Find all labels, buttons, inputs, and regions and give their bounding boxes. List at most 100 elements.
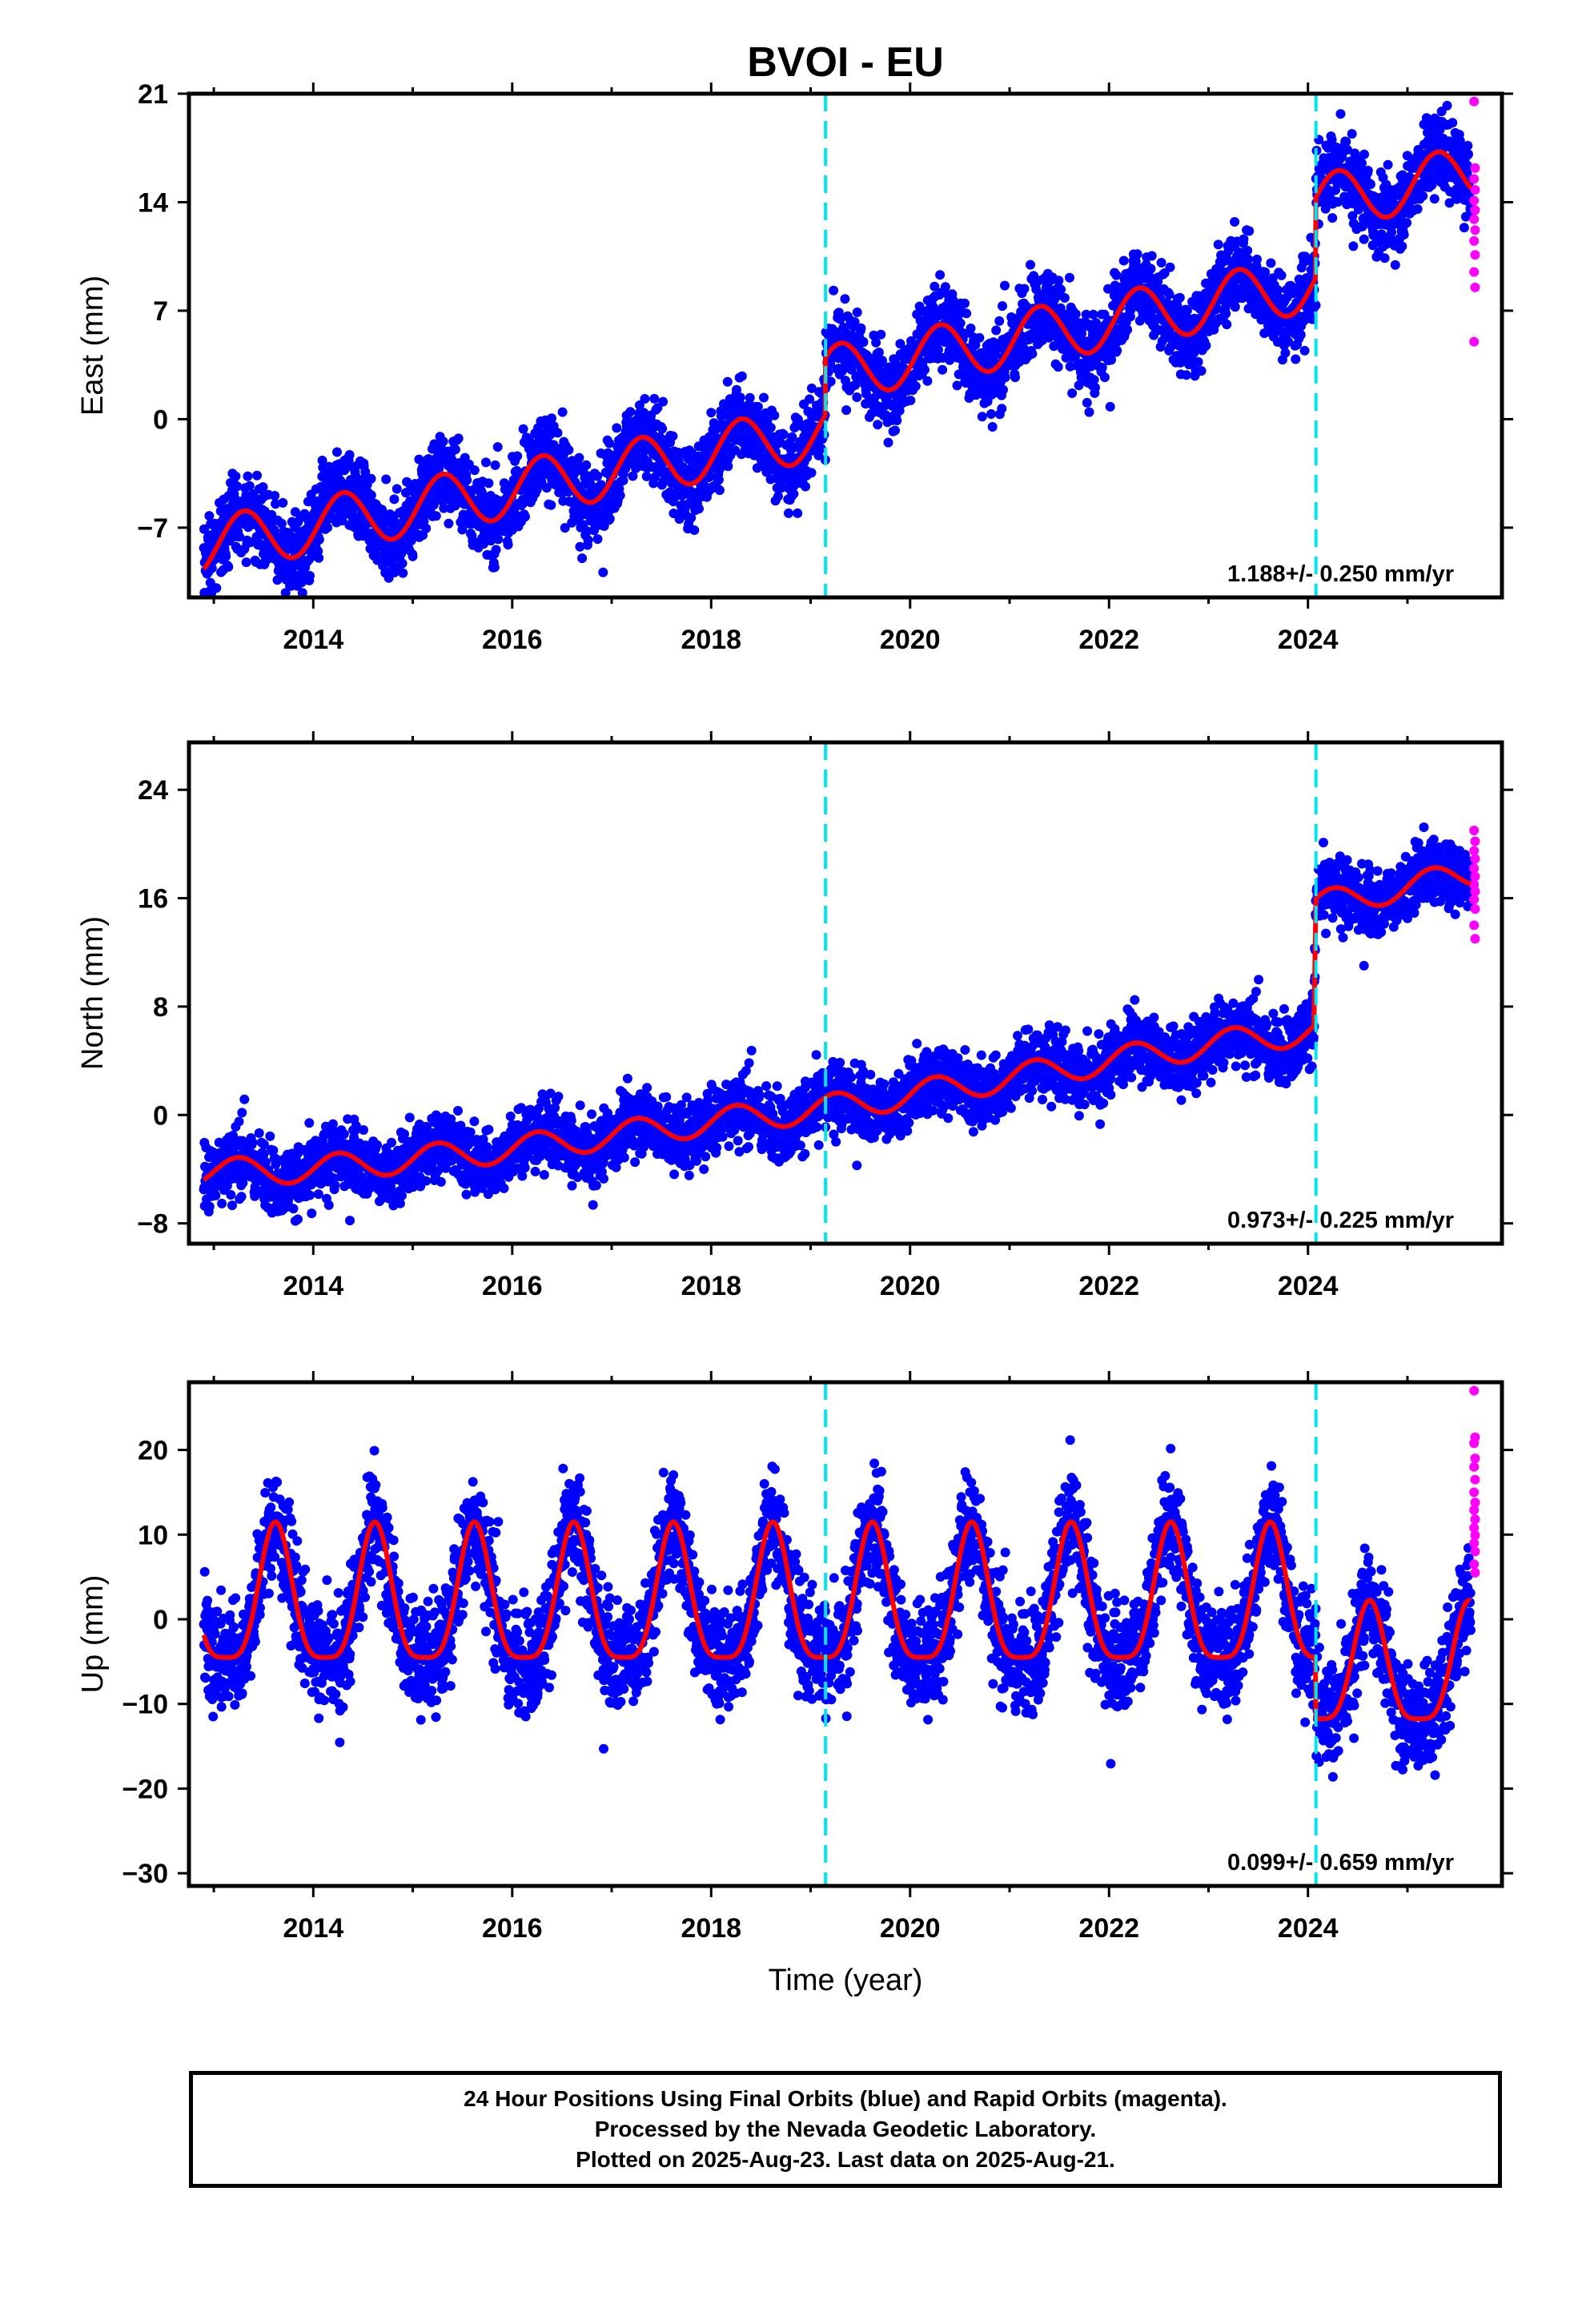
east-data-point [1067, 388, 1078, 398]
east-data-point [245, 537, 255, 548]
east-data-point [745, 392, 755, 403]
east-data-point [323, 522, 333, 533]
east-data-point [481, 457, 491, 468]
east-data-point [1174, 292, 1185, 303]
east-data-point [1243, 254, 1254, 264]
east-data-point [856, 323, 866, 333]
north-data-point [254, 1128, 264, 1138]
east-data-point [960, 298, 970, 308]
north-final-orbit-points [199, 822, 1476, 1226]
east-rapid-orbit-points [1469, 96, 1480, 347]
east-data-point [920, 364, 930, 375]
east-data-point [574, 452, 584, 463]
east-data-point [793, 508, 803, 518]
east-y-tick-label: 7 [153, 296, 168, 327]
east-data-point [1429, 194, 1439, 204]
north-data-point [359, 1125, 368, 1135]
east-data-point [890, 425, 900, 436]
east-data-point [801, 481, 810, 492]
east-data-point [1359, 234, 1369, 244]
north-data-point [227, 1200, 237, 1211]
east-data-point [1088, 309, 1098, 320]
east-data-point [716, 411, 726, 421]
east-data-point [722, 376, 733, 387]
east-data-point [235, 532, 245, 542]
east-data-point [1164, 289, 1174, 300]
north-data-point [204, 1201, 215, 1212]
east-data-point [737, 371, 747, 381]
east-data-point [773, 491, 783, 501]
east-data-point [491, 545, 501, 555]
east-data-point [1105, 401, 1115, 412]
east-data-point [1090, 383, 1100, 392]
east-data-point [305, 571, 315, 581]
east-data-point [1397, 241, 1407, 251]
east-data-point [1165, 262, 1175, 272]
east-rapid-point [1469, 214, 1480, 224]
east-x-tick-label: 2024 [1278, 625, 1339, 655]
east-data-point [299, 509, 310, 519]
east-data-point [1122, 324, 1133, 335]
east-data-point [207, 563, 217, 573]
east-data-point [199, 524, 209, 534]
east-data-point [938, 364, 948, 375]
east-data-point [987, 422, 998, 432]
east-data-point [1027, 348, 1038, 359]
east-data-point [955, 318, 966, 328]
east-y-tick-label: 0 [153, 404, 168, 435]
east-data-point [344, 450, 355, 460]
east-data-point [490, 460, 500, 470]
east-data-point [1459, 223, 1469, 233]
east-data-point [1418, 191, 1428, 201]
east-rapid-point [1469, 96, 1480, 107]
east-data-point [1379, 253, 1390, 263]
east-data-point [649, 393, 660, 404]
north-data-point [288, 1204, 299, 1214]
east-data-point [784, 508, 793, 518]
east-data-point [604, 513, 615, 524]
east-data-point [1146, 251, 1157, 261]
east-data-point [493, 534, 504, 545]
east-data-point [1099, 372, 1110, 383]
east-data-point [694, 504, 704, 514]
east-data-point [1390, 259, 1400, 270]
east-data-point [314, 553, 324, 563]
east-data-point [243, 471, 253, 481]
east-data-point [829, 285, 839, 296]
east-data-point [1291, 354, 1301, 364]
east-data-point [1065, 272, 1074, 283]
east-data-point [231, 471, 241, 481]
east-rapid-point [1469, 336, 1480, 347]
east-data-point [934, 344, 943, 355]
east-rapid-point [1469, 195, 1480, 206]
east-data-point [1447, 118, 1458, 128]
east-data-point [592, 534, 603, 545]
east-x-tick-label: 2016 [482, 625, 543, 655]
east-data-point [841, 405, 852, 416]
north-data-point [268, 1145, 279, 1156]
east-data-point [998, 384, 1008, 395]
north-data-point [304, 1118, 315, 1128]
east-data-point [1230, 302, 1240, 312]
east-data-point [1118, 255, 1129, 266]
east-data-point [280, 588, 291, 598]
east-data-point [1054, 275, 1064, 286]
north-data-point [265, 1131, 275, 1141]
east-data-point [765, 422, 776, 432]
east-data-point [1111, 270, 1122, 280]
east-rapid-point [1470, 250, 1480, 260]
east-data-point [910, 381, 921, 392]
east-data-point [421, 523, 432, 533]
east-data-point [314, 534, 324, 545]
east-data-point [689, 525, 700, 535]
east-data-point [998, 301, 1007, 312]
east-data-point [769, 410, 780, 420]
east-data-point [873, 420, 883, 430]
east-data-point [986, 409, 996, 419]
east-rapid-point [1469, 174, 1480, 184]
east-data-point [512, 451, 523, 461]
north-data-point [211, 1190, 221, 1200]
east-data-point [1222, 320, 1232, 330]
east-data-point [297, 588, 307, 598]
